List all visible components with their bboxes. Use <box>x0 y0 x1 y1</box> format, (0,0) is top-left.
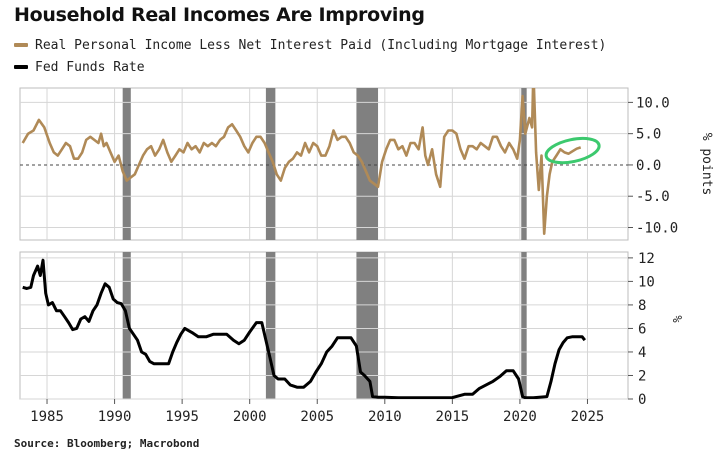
source-note: Source: Bloomberg; Macrobond <box>14 437 200 450</box>
y-tick-label: 4 <box>638 345 646 361</box>
recession-band <box>122 88 131 240</box>
y-tick-label: 2 <box>638 368 646 384</box>
highlight-ellipse <box>544 136 601 165</box>
x-tick-label: 2005 <box>300 409 334 425</box>
y-tick-label: 0.0 <box>636 158 661 174</box>
series-line-fed-funds <box>22 258 586 399</box>
y-tick-label: -5.0 <box>636 189 670 205</box>
legend-swatch-fed-funds <box>14 65 28 69</box>
x-tick-label: 2025 <box>571 409 605 425</box>
x-tick-label: 2020 <box>503 409 537 425</box>
x-tick-label: 2000 <box>233 409 267 425</box>
x-axis: 1985 1990 1995 2000 2005 2010 2015 2020 2025 <box>30 399 604 425</box>
legend-swatch-income <box>14 43 28 47</box>
y-tick-label: 10.0 <box>636 95 670 111</box>
y-tick-label: 10 <box>638 274 655 290</box>
x-tick-label: 1995 <box>165 409 199 425</box>
y-axis-title: % <box>670 315 684 323</box>
x-tick-label: 2010 <box>368 409 402 425</box>
y-tick-label: 5.0 <box>636 127 661 143</box>
recession-band <box>356 88 379 240</box>
legend-item-income: Real Personal Income Less Net Interest P… <box>14 36 606 54</box>
x-tick-label: 1990 <box>98 409 132 425</box>
fed-funds-panel: 0 2 4 6 8 10 12% <box>19 251 684 408</box>
y-tick-label: 8 <box>638 298 646 314</box>
y-tick-label: 6 <box>638 321 646 337</box>
chart-title: Household Real Incomes Are Improving <box>14 4 425 26</box>
x-tick-label: 1985 <box>30 409 64 425</box>
recession-band <box>521 252 527 399</box>
y-axis-title: % points <box>699 133 714 196</box>
income-panel: 10.0 5.0 0.0 -5.0 -10.0 % points <box>19 87 714 241</box>
y-tick-label: 12 <box>638 251 655 267</box>
recession-band <box>265 88 276 240</box>
legend-item-fed-funds: Fed Funds Rate <box>14 58 145 76</box>
recession-band <box>265 252 276 399</box>
x-tick-label: 2015 <box>435 409 469 425</box>
y-tick-label: -10.0 <box>636 220 678 236</box>
recession-band <box>521 88 527 240</box>
recession-band <box>122 252 131 399</box>
legend-label-income: Real Personal Income Less Net Interest P… <box>35 37 607 53</box>
recession-band <box>356 252 379 399</box>
y-tick-label: 0 <box>638 392 646 408</box>
series-line-income <box>21 88 582 235</box>
legend-label-fed-funds: Fed Funds Rate <box>35 59 145 75</box>
fed-funds-plot-area <box>19 251 629 400</box>
